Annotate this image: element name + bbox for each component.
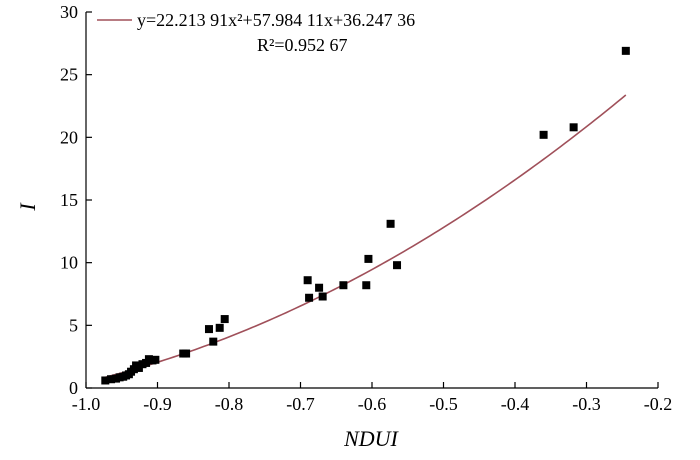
x-tick-label: -0.3 [572,394,601,414]
data-point [305,293,314,302]
data-point [182,349,191,358]
data-point [362,281,371,290]
x-tick-label: -0.8 [215,394,244,414]
r-squared-label: R²=0.952 67 [257,35,348,55]
data-point [393,261,402,270]
y-tick-label: 30 [60,2,78,22]
data-point [215,323,224,332]
x-tick-label: -0.6 [358,394,387,414]
y-tick-label: 20 [60,127,78,147]
y-axis-title: I [15,202,40,212]
x-tick-label: -0.4 [501,394,530,414]
data-point [318,292,327,301]
x-tick-label: -1.0 [72,394,101,414]
x-tick-label: -0.9 [143,394,172,414]
x-axis-ticks: -1.0 -0.9 -0.8 -0.7 -0.6 -0.5 -0.4 -0.3 -0.2 [72,382,673,414]
data-point [621,46,630,55]
legend: y=22.213 91x²+57.984 11x+36.247 36 R²=0.… [97,10,415,55]
x-tick-label: -0.5 [429,394,458,414]
x-axis-title: NDUI [343,426,399,451]
x-tick-label: -0.7 [286,394,315,414]
fit-curve-layer [103,94,627,379]
data-points [101,46,630,385]
data-point [151,355,160,364]
y-tick-label: 25 [60,65,78,85]
x-tick-label: -0.2 [644,394,673,414]
data-point [107,375,116,384]
data-point [569,123,578,132]
data-point [339,281,348,290]
data-point [209,337,218,346]
y-tick-label: 5 [69,315,78,335]
data-point [539,130,548,139]
data-point [386,219,395,228]
data-point [315,283,324,292]
data-point [101,376,110,385]
fit-curve [103,94,627,379]
data-point [364,254,373,263]
data-point [303,276,312,285]
data-point [220,315,229,324]
y-tick-label: 0 [69,378,78,398]
fit-equation-label: y=22.213 91x²+57.984 11x+36.247 36 [137,10,415,30]
y-tick-label: 15 [60,190,78,210]
y-tick-label: 10 [60,253,78,273]
y-axis-ticks: 0 5 10 15 20 25 30 [60,2,92,398]
data-point [204,325,213,334]
